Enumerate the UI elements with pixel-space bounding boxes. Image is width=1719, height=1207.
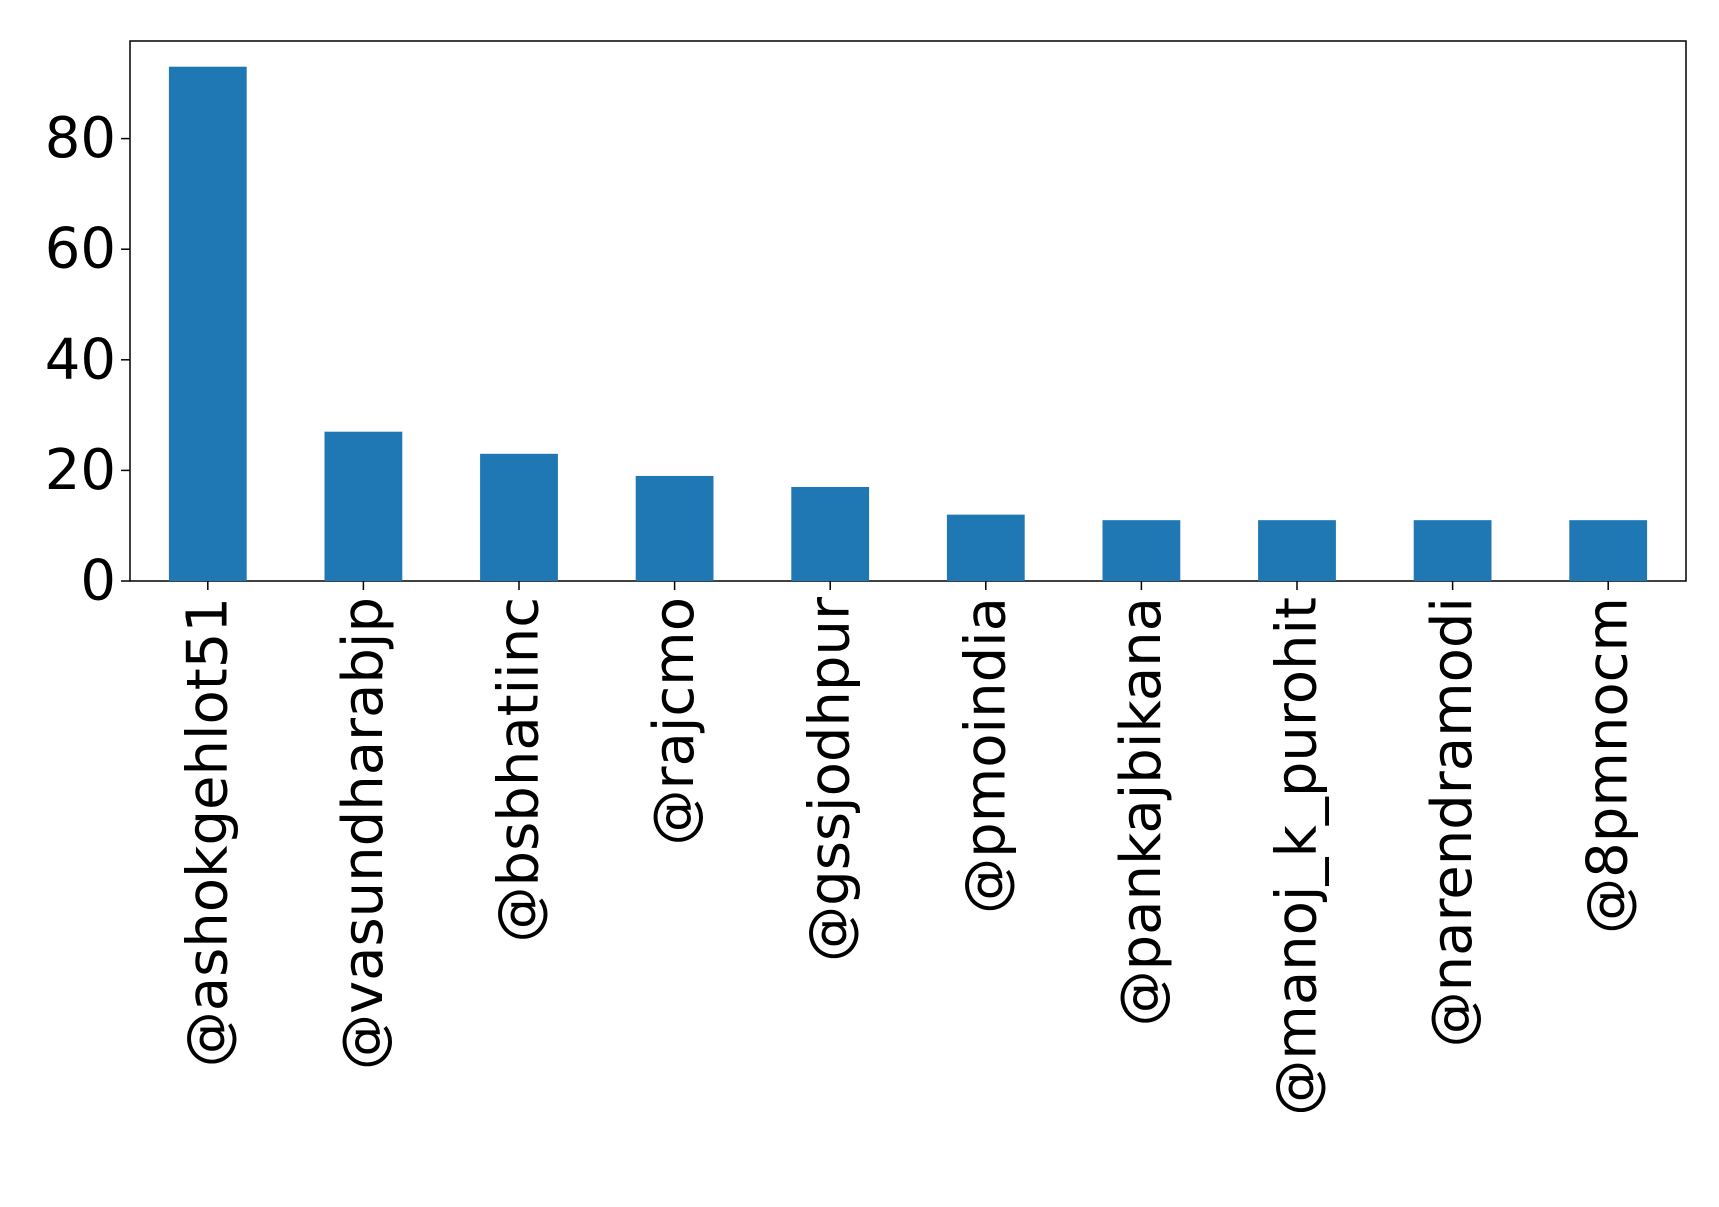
y-tick-label: 80 xyxy=(45,106,116,171)
bar-bsbhatiinc xyxy=(480,453,558,581)
x-tick-label: @pankajbikana xyxy=(1109,597,1174,1026)
x-axis-ticks: @ashokgehlot51 @vasundharabjp @bsbhatiinc @… xyxy=(175,581,1641,1116)
x-tick-label: @8pmnocm xyxy=(1576,597,1641,934)
bar-pmoindia xyxy=(946,514,1025,581)
bar-narendramodi xyxy=(1413,520,1492,581)
x-tick-label: @vasundharabjp xyxy=(331,597,396,1070)
x-tick-label: @pmoindia xyxy=(953,597,1018,914)
bar-vasundharabjp xyxy=(324,431,403,581)
x-tick-label: @rajcmo xyxy=(642,597,707,846)
bar-pankajbikana xyxy=(1102,520,1181,581)
y-axis-ticks: 0 20 40 60 80 xyxy=(45,106,130,614)
x-tick-label: @ashokgehlot51 xyxy=(175,597,240,1067)
y-tick-label: 40 xyxy=(45,327,116,392)
x-tick-label: @manoj_k_purohit xyxy=(1265,597,1330,1116)
bar-8pmnocm xyxy=(1569,520,1648,581)
bar-ashokgehlot51 xyxy=(168,66,247,581)
y-tick-label: 20 xyxy=(45,438,116,503)
y-tick-label: 0 xyxy=(80,549,116,614)
x-tick-label: @gssjodhpur xyxy=(798,596,863,962)
bar-gssjodhpur xyxy=(791,486,870,581)
y-tick-label: 60 xyxy=(45,217,116,282)
x-tick-label: @bsbhatiinc xyxy=(487,597,552,942)
plot-area xyxy=(129,40,1687,582)
bars xyxy=(168,66,1648,581)
x-tick-label: @narendramodi xyxy=(1420,597,1485,1047)
bar-rajcmo xyxy=(635,475,714,581)
bar-manoj_k_purohit xyxy=(1258,520,1336,581)
axes-frame xyxy=(129,40,1687,582)
